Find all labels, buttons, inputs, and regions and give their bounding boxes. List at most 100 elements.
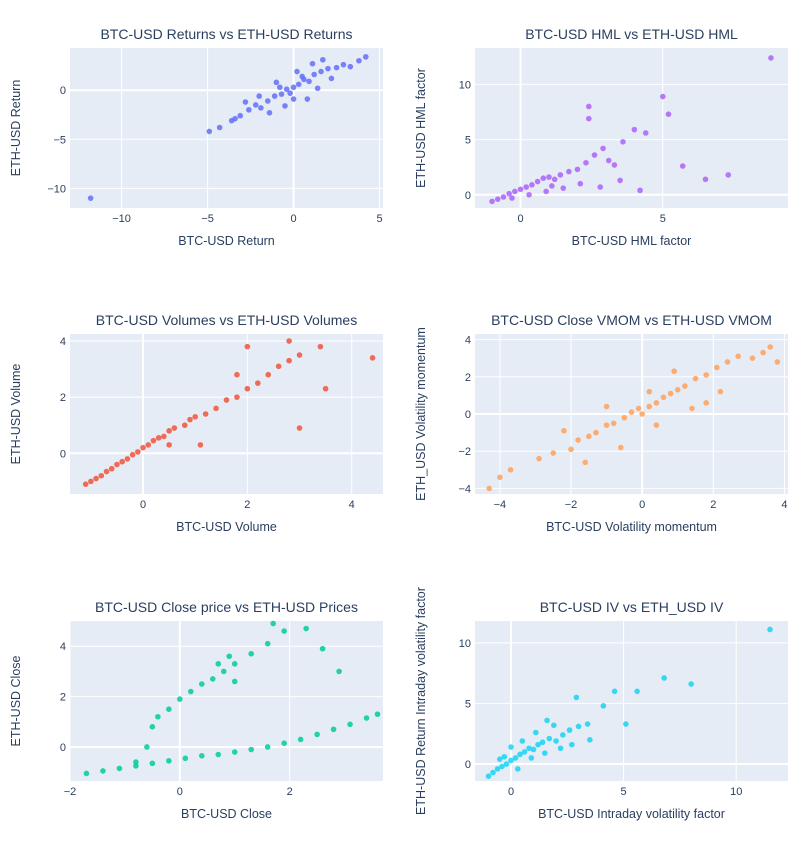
data-point <box>499 763 505 770</box>
data-point <box>87 195 94 201</box>
data-point <box>150 437 157 444</box>
data-point <box>611 688 618 695</box>
subplot-1: −10 −5 0 5 −10 −5 0 BTC-USD Returns vs ETH-USD … <box>9 26 383 248</box>
data-point <box>517 751 523 758</box>
data-point <box>574 166 581 173</box>
x-tick-label: 0 <box>639 499 645 511</box>
data-point <box>703 372 709 378</box>
data-point <box>569 741 575 748</box>
data-point <box>273 79 280 86</box>
data-point <box>166 442 172 448</box>
data-point <box>543 188 549 195</box>
data-point <box>591 152 598 158</box>
subplot-4: −4 −2 0 2 4 −4 −2 0 2 4 BTC-USD Close VMOM vs ETH-… <box>414 312 788 534</box>
data-point <box>369 355 376 361</box>
plot-area <box>70 621 383 781</box>
data-point <box>287 90 293 96</box>
data-point <box>256 93 262 99</box>
data-point <box>749 355 756 361</box>
data-point <box>155 435 162 441</box>
data-point <box>549 183 555 189</box>
data-point <box>577 180 584 187</box>
data-point <box>603 422 610 428</box>
data-point <box>296 352 303 358</box>
x-tick-label: 0 <box>291 213 297 225</box>
data-point <box>303 625 309 632</box>
data-point <box>637 187 643 194</box>
x-axis-label: BTC-USD HML factor <box>572 234 692 248</box>
data-point <box>198 753 205 759</box>
data-point <box>206 128 213 135</box>
data-point <box>237 112 244 119</box>
data-point <box>223 397 230 403</box>
data-point <box>374 711 381 718</box>
y-tick-label: 4 <box>465 335 471 347</box>
data-point <box>281 740 287 747</box>
data-point <box>530 746 537 753</box>
data-point <box>586 103 592 110</box>
x-tick-label: 4 <box>349 499 355 511</box>
x-axis-label: BTC-USD Return <box>178 234 275 248</box>
x-axis-label: BTC-USD Volume <box>176 520 277 534</box>
data-point <box>529 182 535 188</box>
data-point <box>600 703 607 709</box>
data-point <box>517 186 524 193</box>
data-point <box>88 478 94 485</box>
data-point <box>309 60 316 67</box>
y-axis-label: ETH-USD Return Intraday volatility facto… <box>414 587 428 815</box>
data-point <box>526 191 532 198</box>
data-point <box>290 84 297 91</box>
data-point <box>639 411 645 417</box>
data-point <box>145 442 152 448</box>
data-point <box>544 717 550 724</box>
data-point <box>635 405 642 412</box>
data-point <box>281 628 287 634</box>
data-point <box>557 745 564 752</box>
data-point <box>296 425 303 431</box>
data-point <box>226 653 233 660</box>
data-point <box>717 388 724 395</box>
data-point <box>503 761 510 767</box>
data-point <box>566 168 572 175</box>
data-point <box>286 338 292 344</box>
data-point <box>234 371 240 378</box>
data-point <box>198 681 205 687</box>
data-point <box>760 349 766 356</box>
data-point <box>500 194 507 200</box>
data-point <box>318 68 324 75</box>
x-tick-label: 5 <box>660 213 666 225</box>
subplot-6: 0 5 10 0 5 10 BTC-USD IV vs ETH_USD IV BTC-USD … <box>414 587 788 821</box>
data-point <box>277 84 283 91</box>
data-point <box>297 736 304 743</box>
data-point <box>340 61 347 68</box>
x-axis-label: BTC-USD Close <box>181 807 272 821</box>
data-point <box>767 344 774 350</box>
x-axis-label: BTC-USD Volatility momentum <box>546 520 717 534</box>
y-tick-label: −4 <box>458 483 471 495</box>
data-point <box>304 96 311 102</box>
data-point <box>661 675 667 681</box>
data-point <box>494 766 501 772</box>
data-point <box>539 739 546 746</box>
data-point <box>213 405 219 412</box>
data-point <box>264 640 271 647</box>
y-axis-label: ETH-USD Close <box>9 655 23 746</box>
data-point <box>610 420 617 427</box>
plot-area <box>475 621 788 781</box>
data-point <box>560 185 567 191</box>
data-point <box>299 73 305 80</box>
data-point <box>266 109 273 116</box>
data-point <box>688 681 694 687</box>
data-point <box>611 162 618 168</box>
x-tick-label: −5 <box>201 213 214 225</box>
data-point <box>528 755 535 761</box>
data-point <box>618 444 624 451</box>
data-point <box>290 96 297 102</box>
data-point <box>546 174 552 180</box>
data-point <box>83 770 90 777</box>
data-point <box>265 371 272 378</box>
data-point <box>494 196 501 202</box>
data-point <box>768 55 774 61</box>
data-point <box>692 375 699 382</box>
